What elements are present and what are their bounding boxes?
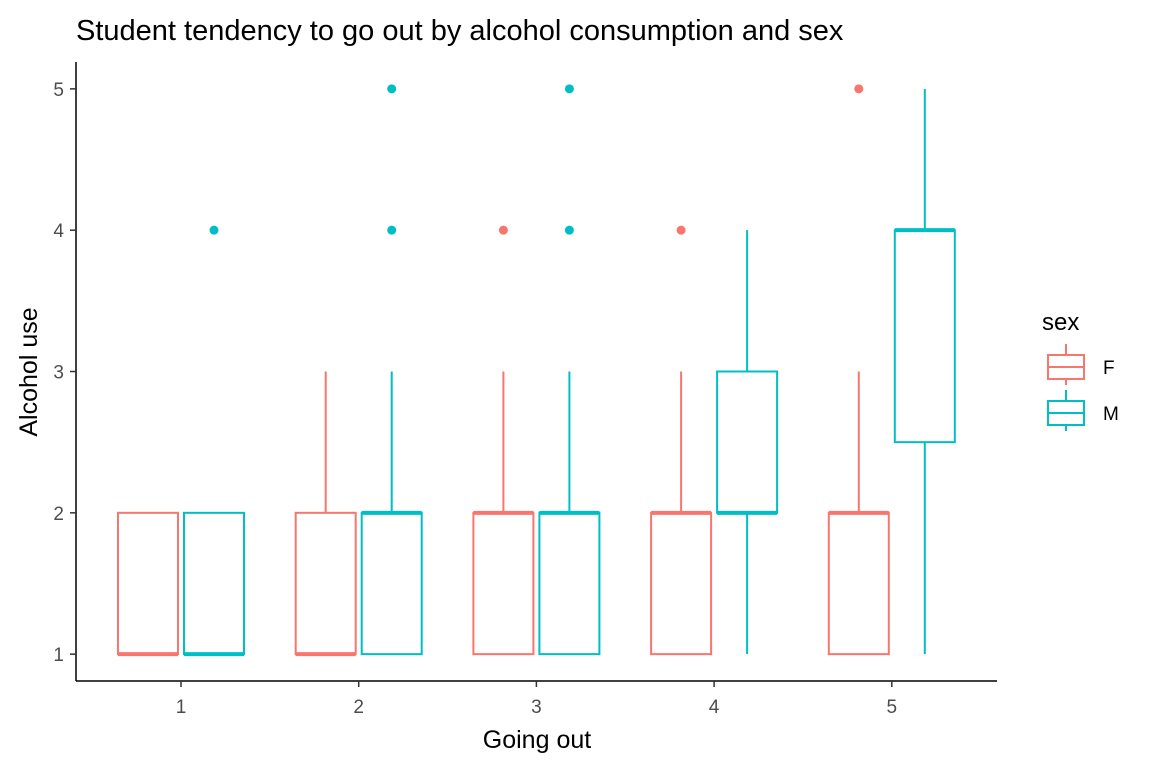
series-M [183, 84, 956, 657]
box-F-4 [650, 225, 713, 656]
series-F [117, 84, 890, 657]
box-F-5 [827, 84, 890, 656]
legend-label-M: M [1103, 404, 1119, 425]
y-tick-label: 1 [53, 645, 64, 666]
outlier-point [564, 225, 574, 235]
legend: sex F M [1042, 309, 1119, 431]
outlier-point [498, 225, 508, 235]
y-tick-label: 5 [53, 80, 64, 101]
x-tick-label: 4 [709, 697, 720, 718]
x-axis-title: Going out [483, 726, 591, 754]
legend-title: sex [1042, 309, 1079, 336]
box-body [827, 511, 890, 656]
box-F-1 [117, 511, 179, 657]
outlier-point [387, 84, 397, 94]
box-body [650, 511, 713, 656]
x-tick-label: 5 [887, 697, 898, 718]
box-M-4 [716, 230, 779, 655]
outlier-point [854, 84, 864, 94]
legend-key-F: F [1047, 344, 1115, 385]
outlier-point [676, 225, 686, 235]
y-axis-title: Alcohol use [15, 307, 43, 436]
box-body [893, 229, 956, 444]
outlier-point [209, 225, 219, 235]
box-body [360, 511, 423, 656]
box-M-3 [538, 84, 601, 656]
y-axis-ticks: 1 2 3 4 5 [53, 80, 76, 666]
plot-area [117, 84, 956, 657]
box-F-2 [294, 371, 357, 657]
box-body [716, 370, 779, 514]
x-axis-ticks: 1 2 3 4 5 [176, 681, 897, 718]
x-tick-label: 1 [176, 697, 187, 718]
legend-label-F: F [1103, 358, 1115, 379]
outlier-point [564, 84, 574, 94]
y-tick-label: 4 [53, 221, 64, 242]
box-M-1 [183, 225, 245, 657]
x-tick-label: 2 [353, 697, 364, 718]
outlier-point [387, 225, 397, 235]
y-tick-label: 3 [53, 363, 64, 384]
chart-title: Student tendency to go out by alcohol co… [76, 15, 844, 47]
box-M-2 [360, 84, 423, 656]
box-body [294, 511, 357, 656]
x-tick-label: 3 [531, 697, 542, 718]
box-M-5 [893, 88, 956, 655]
y-tick-label: 2 [53, 504, 64, 525]
box-body [472, 511, 535, 656]
box-F-3 [472, 225, 535, 656]
box-body [183, 511, 245, 656]
box-body [117, 511, 179, 656]
box-body [538, 511, 601, 656]
legend-key-M: M [1047, 390, 1119, 431]
